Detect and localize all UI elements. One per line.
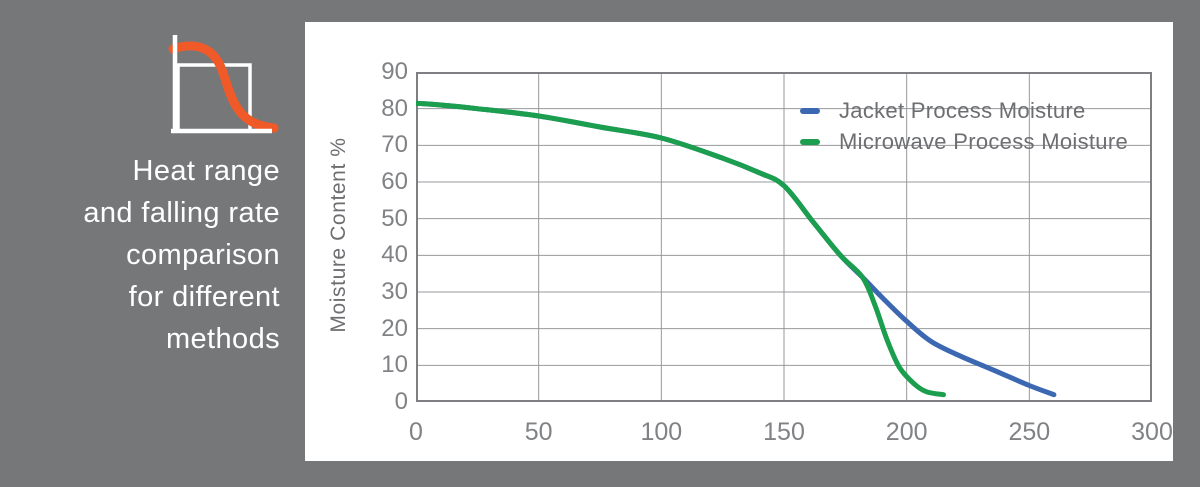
y-tick-label: 0	[394, 388, 408, 415]
y-tick-label: 80	[381, 94, 408, 122]
x-tick-label: 200	[885, 418, 928, 446]
series-line	[416, 100, 946, 398]
legend-swatch	[800, 108, 820, 114]
y-tick-label: 60	[381, 168, 408, 195]
icon-axes	[171, 35, 272, 134]
caption-line: methods	[165, 323, 280, 355]
legend-label: Microwave Process Moisture	[839, 129, 1128, 154]
plot-svg	[416, 72, 1152, 402]
y-tick-label: 90	[381, 58, 408, 85]
x-tick-label: 150	[763, 418, 805, 446]
chart-caption: Heat range and falling rate comparison f…	[16, 150, 280, 360]
y-tick-label: 50	[381, 204, 408, 232]
x-tick-label: 300	[1131, 418, 1173, 446]
icon-box	[176, 63, 252, 133]
x-tick-label: 100	[640, 418, 683, 446]
y-tick-label: 40	[381, 241, 408, 269]
chart-panel: Moisture Content % 0 10 20 30 40 50 60 70 80 90 0…	[305, 22, 1173, 461]
x-tick-label: 250	[1008, 418, 1051, 446]
legend-label: Jacket Process Moisture	[839, 98, 1086, 123]
legend-item: Jacket Process Moisture	[800, 98, 1128, 124]
caption-line: for different	[128, 281, 280, 313]
y-tick-label: 70	[381, 131, 408, 159]
caption-line: Heat range	[132, 155, 280, 187]
sidebar: Heat range and falling rate comparison f…	[0, 0, 305, 487]
x-tick-label: 0	[409, 418, 423, 446]
y-tick-label: 10	[381, 351, 408, 379]
x-tick-label: 50	[524, 418, 553, 446]
caption-line: and falling rate	[83, 197, 280, 229]
falling-rate-icon-curve	[168, 41, 279, 133]
legend-item: Microwave Process Moisture	[800, 129, 1128, 155]
y-tick-label: 20	[381, 314, 408, 342]
y-tick-label: 30	[381, 278, 408, 305]
caption-line: comparison	[126, 239, 280, 271]
legend-swatch	[800, 139, 820, 145]
legend: Jacket Process Moisture Microwave Proces…	[800, 98, 1128, 160]
falling-rate-icon	[168, 35, 279, 134]
